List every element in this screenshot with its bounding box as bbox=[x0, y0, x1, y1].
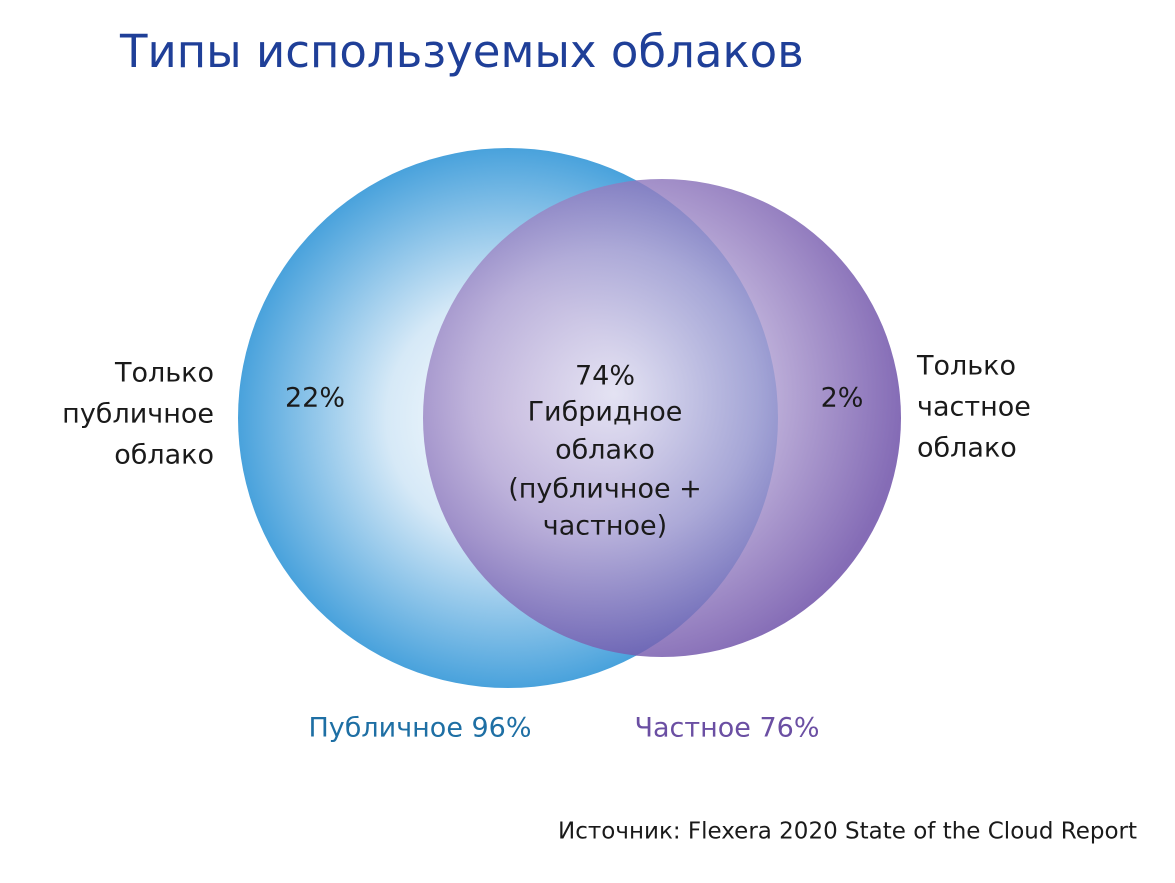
hybrid-value: 74% bbox=[575, 361, 635, 392]
private-only-label: Только частное облако bbox=[916, 351, 1031, 464]
label-line: публичное bbox=[62, 399, 214, 430]
label-line: облако bbox=[114, 440, 214, 471]
label-line: частное bbox=[917, 392, 1031, 423]
private-set-label: Частное 76% bbox=[634, 713, 819, 744]
source: Источник: Flexera 2020 State of the Clou… bbox=[558, 819, 1137, 845]
title: Типы используемых облаков bbox=[119, 25, 804, 78]
public-only-label: Только публичное облако bbox=[62, 358, 214, 471]
hybrid-label: 74% Гибридное облако (публичное + частно… bbox=[508, 361, 702, 542]
label-line: (публичное + bbox=[508, 474, 702, 505]
label-line: частное) bbox=[543, 511, 667, 542]
public-only-value: 22% bbox=[285, 383, 345, 414]
label-line: Только bbox=[916, 351, 1016, 382]
label-line: облако bbox=[917, 433, 1017, 464]
private-circle bbox=[423, 179, 901, 657]
label-line: Только bbox=[114, 358, 214, 389]
label-line: Гибридное bbox=[528, 397, 683, 428]
label-line: облако bbox=[555, 435, 655, 466]
public-set-label: Публичное 96% bbox=[308, 713, 531, 744]
private-only-value: 2% bbox=[821, 383, 864, 414]
